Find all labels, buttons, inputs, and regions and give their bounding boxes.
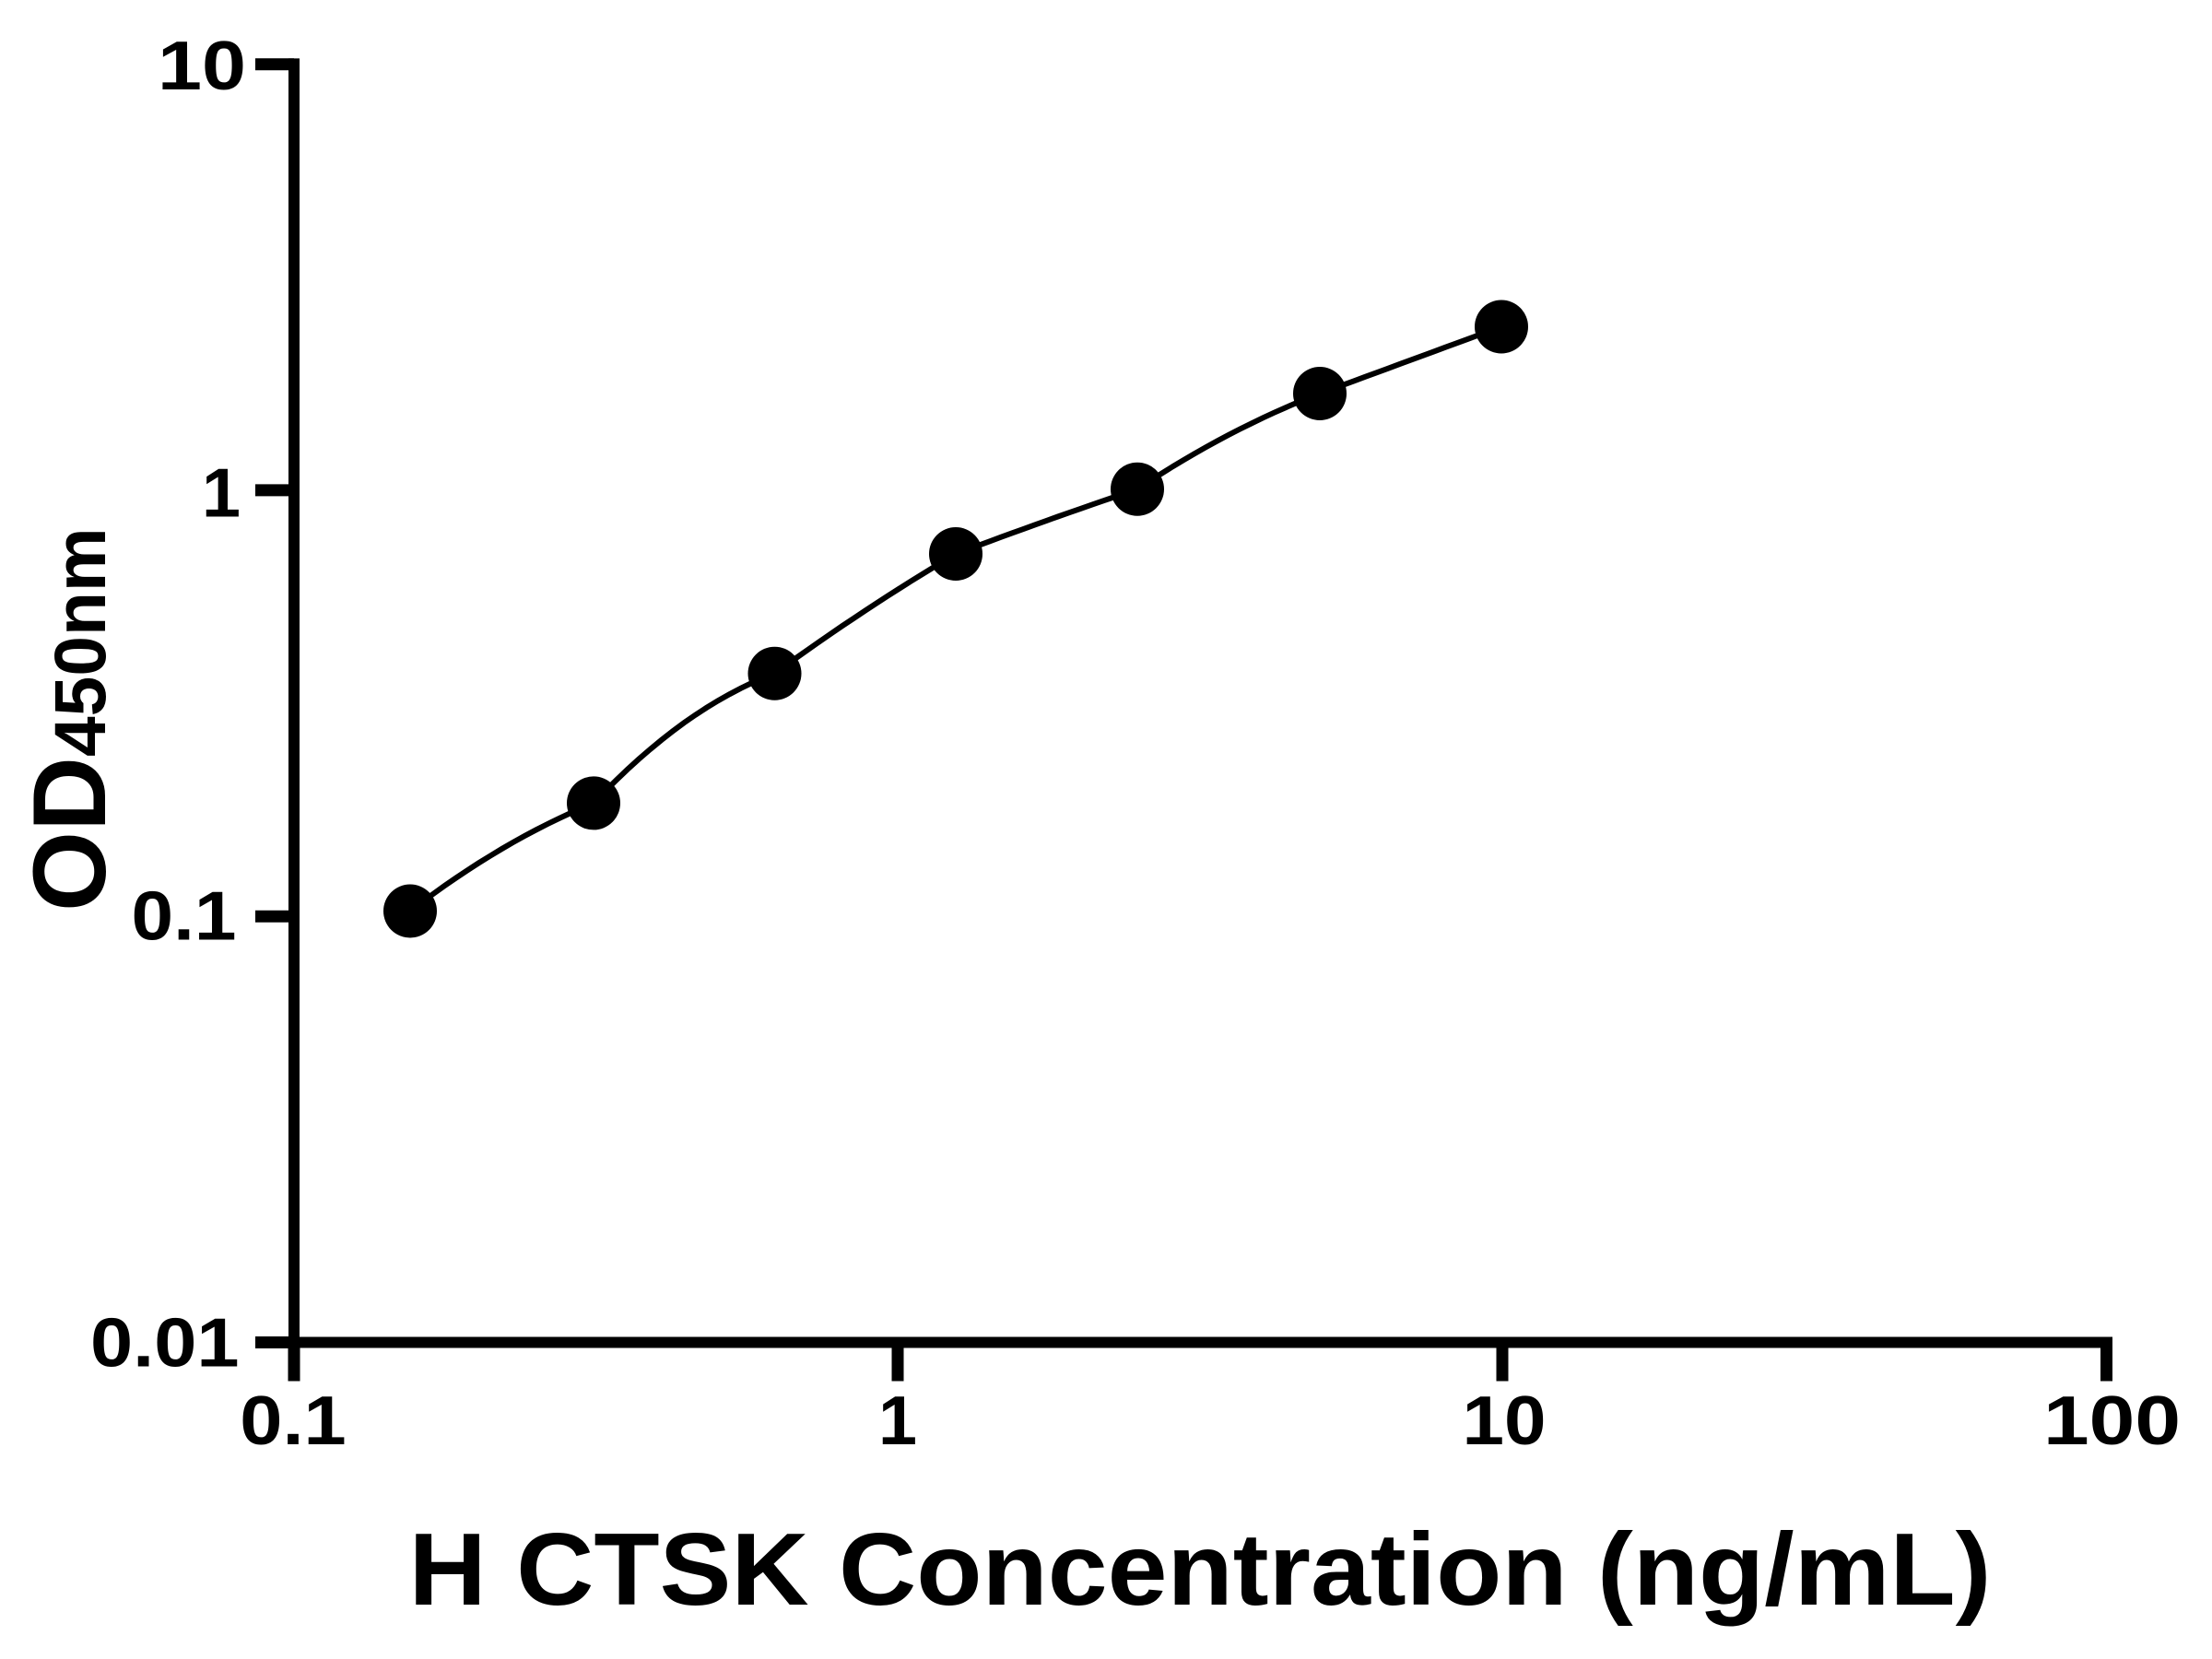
svg-text:0.1: 0.1 xyxy=(132,877,237,954)
svg-text:10: 10 xyxy=(1463,1382,1547,1459)
svg-text:0.01: 0.01 xyxy=(90,1304,240,1382)
svg-text:10: 10 xyxy=(158,27,246,104)
svg-text:H CTSK Concentration (ng/mL): H CTSK Concentration (ng/mL) xyxy=(409,1512,1992,1627)
svg-text:100: 100 xyxy=(2043,1382,2181,1459)
svg-text:1: 1 xyxy=(878,1382,917,1459)
svg-text:1: 1 xyxy=(202,454,241,532)
svg-text:0.1: 0.1 xyxy=(240,1382,347,1459)
